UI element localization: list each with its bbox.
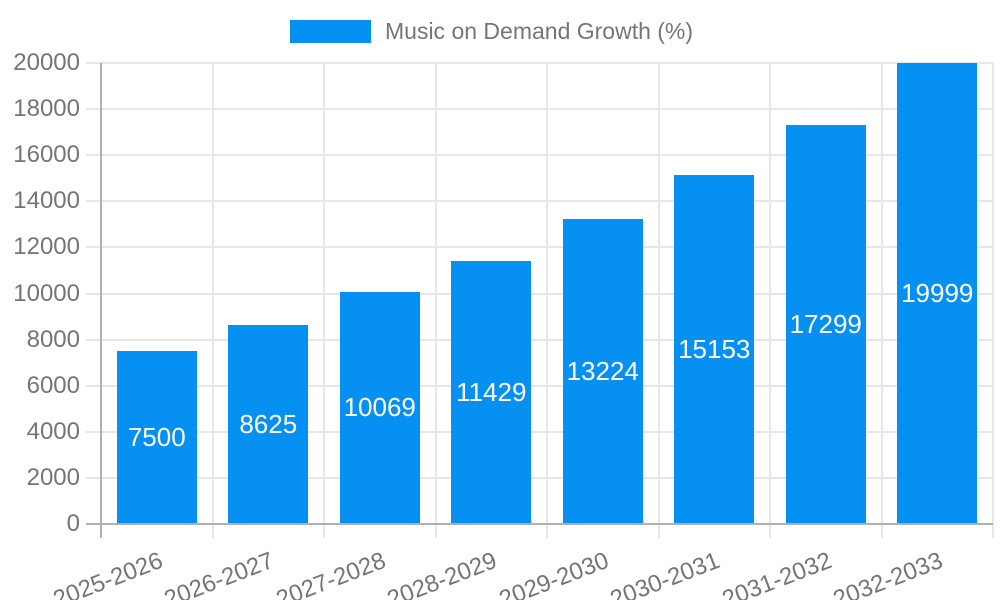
x-gridline [992, 63, 994, 538]
y-gridline [86, 292, 993, 295]
bar-2028-2029[interactable]: 11429 [451, 260, 532, 524]
x-axis-tick-label: 2030-2031 [607, 547, 724, 600]
x-gridline [434, 63, 437, 538]
bar-value-label: 19999 [901, 278, 974, 308]
bar-2032-2033[interactable]: 19999 [897, 63, 978, 524]
bar-2029-2030[interactable]: 13224 [562, 219, 643, 524]
bar-value-label: 11429 [456, 376, 527, 407]
legend-item[interactable]: Music on Demand Growth (%) [290, 18, 693, 45]
y-axis-tick-label: 18000 [13, 95, 80, 123]
y-axis-tick-label: 4000 [26, 417, 80, 445]
y-axis-tick-label: 10000 [13, 279, 80, 307]
x-gridline [323, 63, 325, 538]
bar-value-label: 13224 [566, 356, 639, 387]
bar-value-label: 8625 [239, 409, 298, 440]
y-gridline [86, 62, 993, 64]
y-axis-tick-label: 2000 [26, 463, 80, 491]
x-axis-tick-label: 2032-2033 [830, 547, 947, 600]
y-gridline [86, 430, 993, 433]
y-gridline [86, 384, 993, 387]
x-axis-line [86, 523, 993, 525]
y-gridline [86, 338, 993, 341]
y-axis-tick-label: 6000 [26, 371, 80, 399]
x-axis-tick-label: 2029-2030 [495, 547, 613, 600]
y-gridline [86, 246, 993, 249]
y-gridline [86, 200, 993, 203]
bar-value-label: 15153 [678, 333, 751, 364]
x-axis-tick-label: 2025-2026 [49, 547, 167, 600]
x-axis-tick-label: 2028-2029 [384, 547, 501, 600]
y-axis-tick-label: 0 [66, 510, 80, 537]
x-gridline [211, 63, 214, 538]
legend-label: Music on Demand Growth (%) [385, 18, 694, 44]
x-gridline [546, 63, 548, 538]
y-axis-tick-label: 20000 [13, 49, 80, 76]
bar-value-label: 7500 [127, 422, 186, 453]
y-gridline [86, 476, 993, 479]
bar-value-label: 10069 [343, 392, 416, 423]
y-axis-tick-label: 16000 [13, 141, 80, 169]
bar-2030-2031[interactable]: 15153 [674, 174, 755, 524]
bar-2026-2027[interactable]: 8625 [228, 325, 309, 524]
y-gridline [86, 154, 993, 157]
x-axis-tick-label: 2031-2032 [718, 547, 836, 600]
x-axis-tick-label: 2026-2027 [161, 547, 278, 600]
x-gridline [880, 63, 883, 538]
y-axis-tick-label: 12000 [13, 233, 80, 261]
y-axis-tick-label: 8000 [26, 325, 80, 353]
y-gridline [86, 108, 993, 111]
x-gridline [769, 63, 771, 538]
x-gridline [657, 63, 660, 538]
legend-swatch-icon [290, 20, 371, 43]
bar-2025-2026[interactable]: 7500 [116, 351, 197, 524]
y-axis-tick-label: 14000 [13, 187, 80, 215]
y-axis-line [100, 63, 102, 538]
bar-value-label: 17299 [789, 309, 862, 340]
x-axis-tick-label: 2027-2028 [272, 547, 390, 600]
bar-2031-2032[interactable]: 17299 [785, 125, 866, 524]
bar-2027-2028[interactable]: 10069 [339, 291, 420, 524]
